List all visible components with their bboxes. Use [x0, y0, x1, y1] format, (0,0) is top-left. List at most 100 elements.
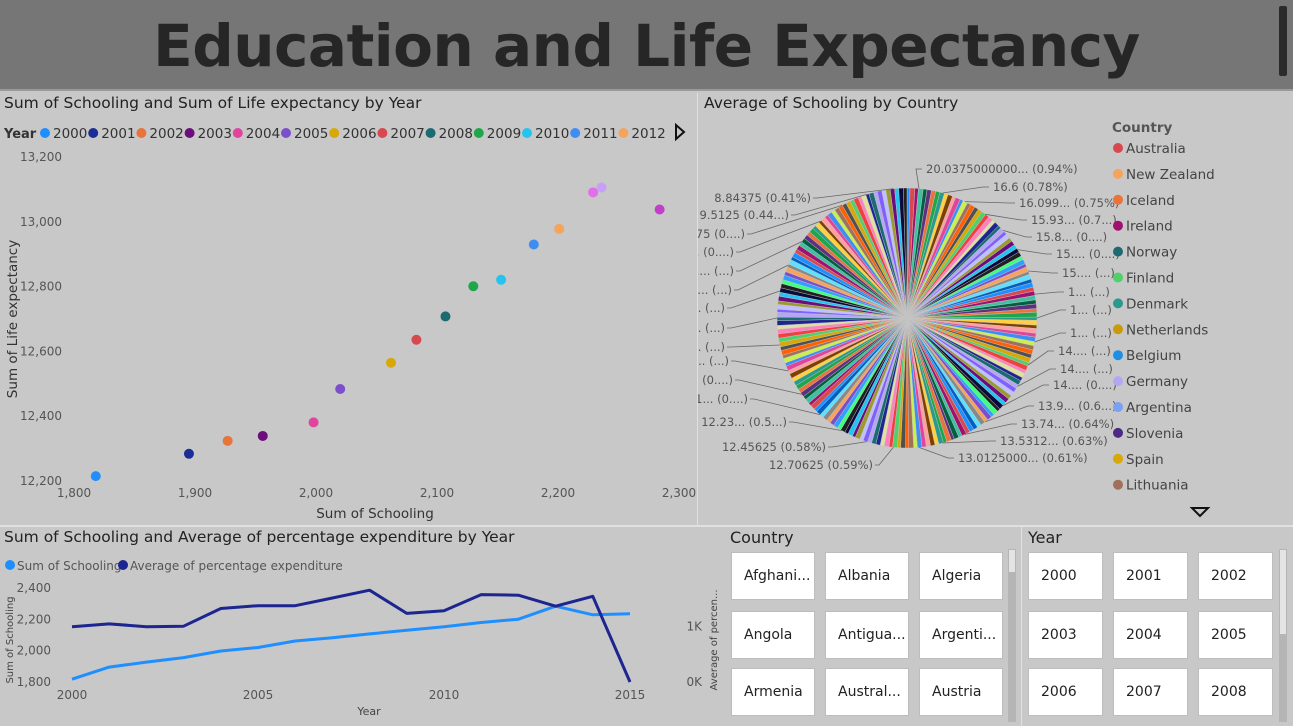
legend-marker[interactable] [329, 128, 340, 138]
country-tile[interactable]: Algeria [919, 552, 1003, 600]
pie-leader-line [942, 440, 996, 444]
pie-leader-line [828, 441, 867, 448]
year-tile[interactable]: 2005 [1198, 611, 1273, 659]
scatter-point[interactable] [440, 311, 451, 322]
legend-marker[interactable] [118, 560, 128, 570]
line-chart[interactable]: Sum of Schooling Average of percentage ex… [0, 527, 725, 726]
scatter-point[interactable] [528, 239, 539, 250]
year-slicer-scrollbar[interactable] [1279, 549, 1287, 722]
scatter-point[interactable] [411, 334, 422, 345]
legend-marker[interactable] [1113, 168, 1123, 179]
scatter-legend-item: 2006 [342, 126, 376, 142]
series-line-sum-of-schooling[interactable] [71, 604, 631, 681]
pie-data-label: 12.70625 (0.59%) [769, 458, 873, 472]
legend-marker[interactable] [1113, 143, 1123, 153]
legend-next-arrow-icon[interactable] [675, 122, 686, 142]
country-tile[interactable]: Argenti... [919, 611, 1003, 659]
legend-marker[interactable] [425, 128, 436, 138]
scatter-chart-panel[interactable]: Sum of Schooling and Sum of Life expecta… [0, 93, 697, 525]
legend-marker[interactable] [184, 128, 195, 138]
legend-marker[interactable] [5, 560, 15, 570]
year-slicer-scroll-thumb[interactable] [1280, 550, 1286, 634]
legend-marker[interactable] [88, 128, 99, 138]
pie-chart[interactable]: 20.0375000000... (0.94%) 16.6 (0.78%) 16.0… [698, 93, 1293, 525]
legend-marker[interactable] [1113, 402, 1123, 412]
country-tile[interactable]: Antigua... [825, 611, 909, 659]
legend-marker[interactable] [40, 128, 50, 138]
scatter-point[interactable] [335, 383, 346, 394]
country-tile[interactable]: Albania [825, 552, 909, 600]
pie-leader-line [1036, 309, 1066, 319]
legend-marker[interactable] [1113, 246, 1123, 257]
scatter-point[interactable] [222, 435, 233, 446]
pie-leader-line [1027, 350, 1054, 366]
year-tile[interactable]: 2004 [1113, 611, 1188, 659]
legend-marker[interactable] [1113, 220, 1123, 231]
country-tile[interactable]: Angola [731, 611, 815, 659]
year-tile[interactable]: 2001 [1113, 552, 1188, 600]
pie-legend-item: New Zealand [1126, 167, 1215, 183]
pie-chart-panel[interactable]: Average of Schooling by Country 20.03750… [698, 93, 1293, 525]
legend-marker[interactable] [1113, 194, 1123, 205]
scatter-point[interactable] [386, 357, 397, 368]
country-tile[interactable]: Armenia [731, 668, 815, 716]
legend-scroll-down-icon[interactable] [1189, 507, 1211, 518]
pie-data-label: 13.74... (0.64%) [1021, 417, 1114, 431]
year-slicer[interactable]: Year 2000 2001 2002 2003 2004 2005 2006 2007 200… [1022, 527, 1293, 726]
scatter-point[interactable] [183, 448, 194, 459]
scatter-point[interactable] [90, 471, 101, 482]
legend-marker[interactable] [281, 128, 291, 138]
legend-marker[interactable] [377, 128, 388, 138]
legend-marker[interactable] [1113, 453, 1123, 464]
legend-marker[interactable] [1113, 479, 1123, 490]
pie-leader-line [915, 168, 922, 189]
country-slicer-scrollbar[interactable] [1008, 549, 1016, 722]
legend-marker[interactable] [1113, 298, 1123, 309]
series-line-average-of-percentage-expenditure[interactable] [71, 588, 632, 683]
country-tile[interactable]: Austral... [825, 668, 909, 716]
scatter-point[interactable] [257, 430, 268, 441]
scatter-point[interactable] [496, 274, 507, 285]
pie-data-label: 15.... (0....) [1056, 247, 1120, 261]
legend-marker[interactable] [522, 128, 532, 138]
scatter-point[interactable] [468, 281, 479, 292]
country-tile[interactable]: Afghani... [731, 552, 815, 600]
legend-marker[interactable] [1113, 350, 1123, 361]
pie-data-label: 1... (...) [1068, 285, 1110, 299]
country-tile[interactable]: Austria [919, 668, 1003, 716]
y-tick-label: 12,400 [20, 409, 62, 423]
year-tile[interactable]: 2002 [1198, 552, 1273, 600]
line-legend-item: Average of percentage expenditure [130, 559, 343, 573]
legend-marker[interactable] [1113, 324, 1123, 335]
year-tile[interactable]: 2008 [1198, 668, 1273, 716]
country-slicer-scroll-thumb[interactable] [1009, 550, 1015, 572]
pie-legend-item: Slovenia [1126, 426, 1183, 442]
line-chart-title: Sum of Schooling and Average of percenta… [4, 528, 515, 546]
pie-data-label: 13.0125000... (0.61%) [958, 451, 1088, 465]
page-scrollbar[interactable] [1279, 6, 1287, 76]
line-chart-panel[interactable]: Sum of Schooling and Average of percenta… [0, 527, 725, 726]
country-slicer[interactable]: Country Afghani... Albania Algeria Angola An… [725, 527, 1021, 726]
scatter-legend-item: 2011 [583, 126, 617, 142]
scatter-point[interactable] [554, 223, 565, 234]
legend-marker[interactable] [618, 128, 629, 138]
scatter-point[interactable] [654, 204, 665, 215]
year-tile[interactable]: 2003 [1028, 611, 1103, 659]
legend-marker[interactable] [136, 128, 147, 138]
pie-slice[interactable] [903, 187, 908, 319]
scatter-point[interactable] [308, 417, 319, 428]
pie-legend-item: Argentina [1126, 400, 1192, 416]
pie-leader-line [727, 290, 780, 309]
legend-marker[interactable] [1113, 427, 1123, 438]
scatter-point[interactable] [596, 182, 607, 193]
legend-marker[interactable] [473, 128, 484, 138]
legend-marker[interactable] [1113, 376, 1123, 387]
legend-marker[interactable] [232, 128, 243, 138]
scatter-chart[interactable]: Year 2000 2001 2002 2003 2004 2005 2006 2007 2008… [0, 93, 697, 525]
year-tile[interactable]: 2006 [1028, 668, 1103, 716]
scatter-point[interactable] [588, 187, 599, 198]
legend-marker[interactable] [1113, 272, 1123, 283]
year-tile[interactable]: 2000 [1028, 552, 1103, 600]
legend-marker[interactable] [570, 128, 581, 138]
year-tile[interactable]: 2007 [1113, 668, 1188, 716]
